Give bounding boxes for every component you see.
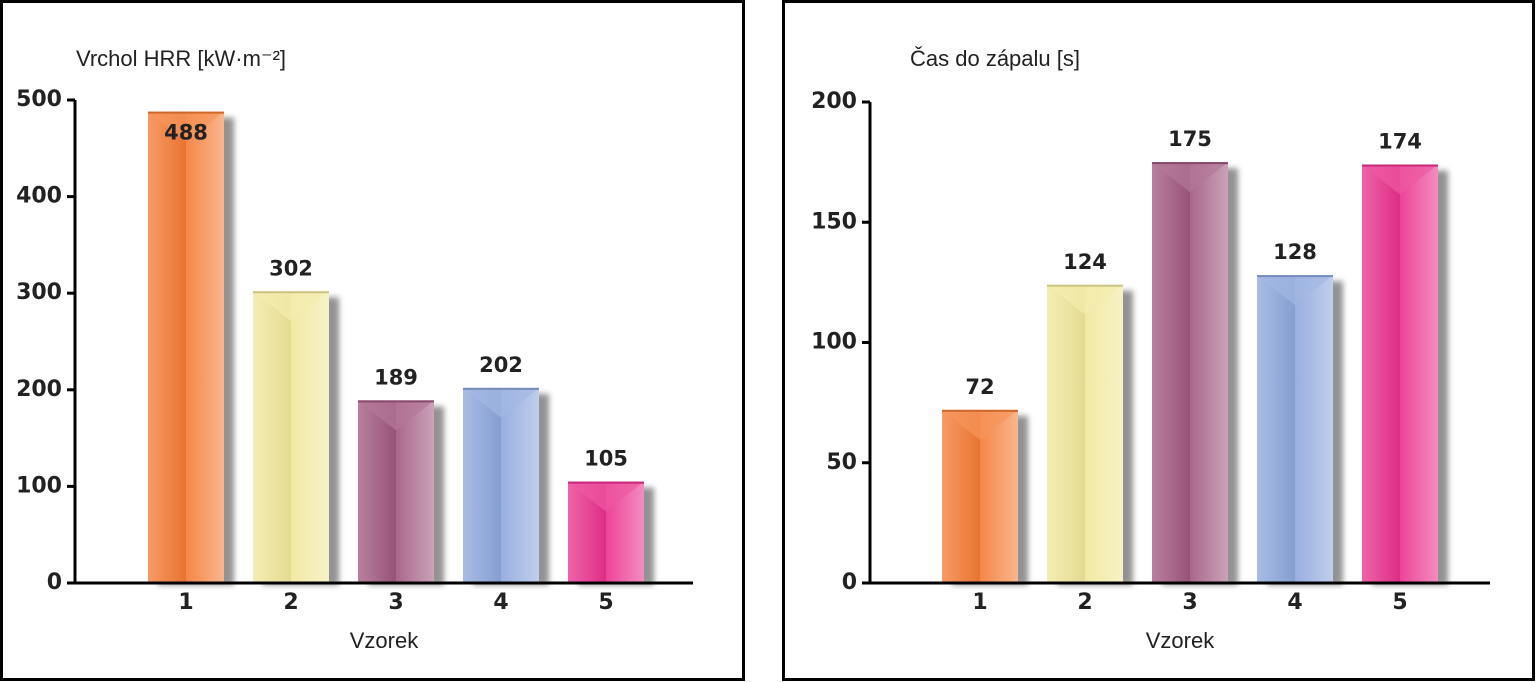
bar-cap xyxy=(1152,162,1228,193)
y-tick-label: 500 xyxy=(16,87,62,112)
value-label: 175 xyxy=(1168,127,1212,151)
bar-cap xyxy=(253,291,329,322)
value-label: 189 xyxy=(374,365,418,389)
value-label: 174 xyxy=(1378,130,1422,154)
chart-title: Vrchol HRR [kW·m⁻²] xyxy=(76,46,286,71)
value-label: 128 xyxy=(1273,240,1317,264)
bar xyxy=(358,400,434,583)
y-tick-label: 150 xyxy=(811,209,857,234)
x-tick-label: 1 xyxy=(178,590,193,615)
chart-title: Čas do zápalu [s] xyxy=(910,46,1080,71)
x-tick-label: 3 xyxy=(388,590,403,615)
bar-cap xyxy=(463,387,539,418)
x-axis-title: Vzorek xyxy=(1146,628,1215,653)
y-tick-label: 200 xyxy=(16,377,62,402)
y-tick-label: 100 xyxy=(16,473,62,498)
bar-cap xyxy=(1362,164,1438,195)
y-tick-label: 400 xyxy=(16,184,62,209)
x-tick-label: 3 xyxy=(1182,590,1197,615)
y-tick-label: 200 xyxy=(811,89,857,114)
x-axis-title: Vzorek xyxy=(350,628,419,653)
value-label: 488 xyxy=(164,121,208,145)
bar xyxy=(1047,284,1123,583)
x-tick-label: 4 xyxy=(493,590,508,615)
bar xyxy=(253,291,329,583)
value-label: 72 xyxy=(965,375,994,399)
y-tick-label: 0 xyxy=(842,570,857,595)
y-tick-label: 300 xyxy=(16,280,62,305)
bar xyxy=(1362,164,1438,583)
y-tick-label: 100 xyxy=(811,330,857,355)
value-label: 302 xyxy=(269,256,313,280)
value-label: 105 xyxy=(584,447,628,471)
x-tick-label: 2 xyxy=(1077,590,1092,615)
bar-cap xyxy=(568,481,644,512)
x-tick-label: 1 xyxy=(972,590,987,615)
x-tick-label: 5 xyxy=(598,590,613,615)
bar xyxy=(463,387,539,583)
bar-cap xyxy=(942,409,1018,440)
y-tick-label: 50 xyxy=(826,450,857,475)
bar-cap xyxy=(1047,284,1123,315)
value-label: 124 xyxy=(1063,250,1107,274)
bar-cap xyxy=(148,111,224,142)
x-tick-label: 2 xyxy=(283,590,298,615)
bar xyxy=(148,111,224,583)
bar xyxy=(1152,162,1228,583)
bar xyxy=(1257,275,1333,583)
x-tick-label: 5 xyxy=(1392,590,1407,615)
y-tick-label: 0 xyxy=(47,570,62,595)
bar-cap xyxy=(1257,275,1333,306)
value-label: 202 xyxy=(479,353,523,377)
bar-cap xyxy=(358,400,434,431)
x-tick-label: 4 xyxy=(1287,590,1302,615)
